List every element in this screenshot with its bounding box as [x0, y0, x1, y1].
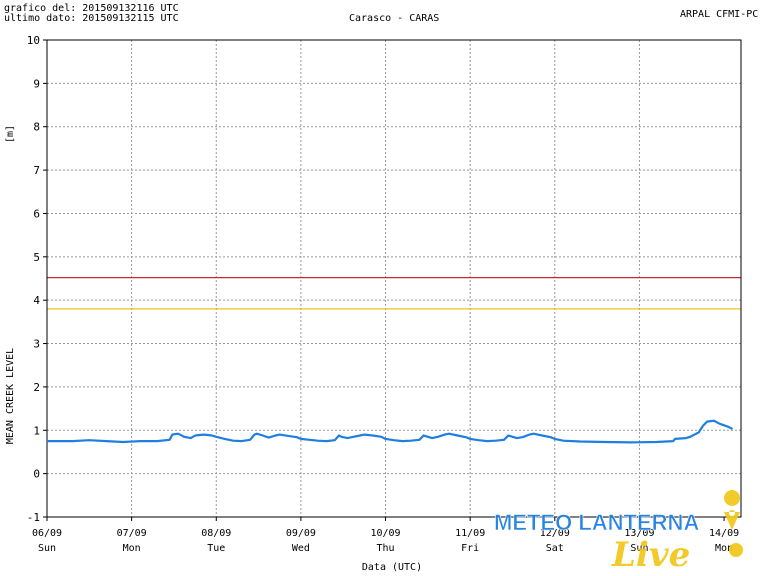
- x-tick-day: Wed: [292, 543, 310, 554]
- plot-frame: [46, 39, 742, 518]
- header-last-data: ultimo dato: 201509132115 UTC: [4, 13, 179, 24]
- x-tick-date: 14/09: [709, 528, 739, 539]
- y-tick-label: 5: [33, 251, 40, 264]
- chart-title: Carasco - CARAS: [349, 13, 440, 24]
- x-tick-day: Tue: [207, 543, 225, 554]
- map-pin-icon: [724, 490, 741, 530]
- x-tick-date: 13/09: [624, 528, 654, 539]
- y-tick-label: 4: [33, 294, 40, 307]
- x-tick-labels: 06/09 Sun 07/09 Mon 08/09 Tue 09/09 Wed 10/09 Thu…: [32, 528, 739, 554]
- x-tick-date: 11/09: [455, 528, 485, 539]
- sun-icon: [729, 543, 743, 557]
- y-axis-label: MEAN CREEK LEVEL: [5, 348, 16, 444]
- grid-lines: [47, 40, 741, 517]
- x-tick-date: 08/09: [201, 528, 231, 539]
- logo-script-text: Live: [611, 535, 690, 575]
- x-tick-day: Mon: [715, 543, 733, 554]
- x-tick-date: 12/09: [540, 528, 570, 539]
- series-layer: [47, 419, 734, 444]
- y-tick-labels: -1 0 1 2 3 4 5 6 7 8 9 10: [27, 34, 41, 524]
- y-tick-label: 0: [33, 468, 40, 481]
- x-tick-day: Sun: [38, 543, 56, 554]
- meteo-lanterna-logo: METEO LANTERNA Live: [494, 490, 743, 575]
- logo-main-text: METEO LANTERNA: [494, 510, 699, 535]
- x-tick-day: Fri: [461, 543, 479, 554]
- creek-level-series-line: [47, 419, 734, 444]
- y-tick-label: 3: [33, 338, 40, 351]
- source-label: ARPAL CFMI-PC: [680, 9, 759, 20]
- x-tick-day: Sat: [546, 543, 564, 554]
- header-plot-date: grafico del: 201509132116 UTC: [4, 3, 179, 14]
- y-tick-label: 8: [33, 121, 40, 134]
- x-tick-day: Sun: [630, 543, 648, 554]
- y-tick-label: 1: [33, 424, 40, 437]
- y-tick-label: 10: [27, 34, 40, 47]
- y-tick-label: 2: [33, 381, 40, 394]
- y-tick-label: 6: [33, 207, 40, 220]
- x-tick-day: Mon: [123, 543, 141, 554]
- y-tick-label: 7: [33, 164, 40, 177]
- axes: [43, 39, 742, 521]
- x-tick-date: 09/09: [286, 528, 316, 539]
- y-tick-label: -1: [27, 511, 40, 524]
- x-tick-date: 06/09: [32, 528, 62, 539]
- x-tick-date: 07/09: [117, 528, 147, 539]
- x-tick-day: Thu: [377, 543, 395, 554]
- y-tick-label: 9: [33, 77, 40, 90]
- threshold-lines: [47, 277, 741, 310]
- x-tick-date: 10/09: [370, 528, 400, 539]
- y-axis-unit: [m]: [5, 125, 16, 143]
- x-axis-label: Data (UTC): [362, 562, 422, 573]
